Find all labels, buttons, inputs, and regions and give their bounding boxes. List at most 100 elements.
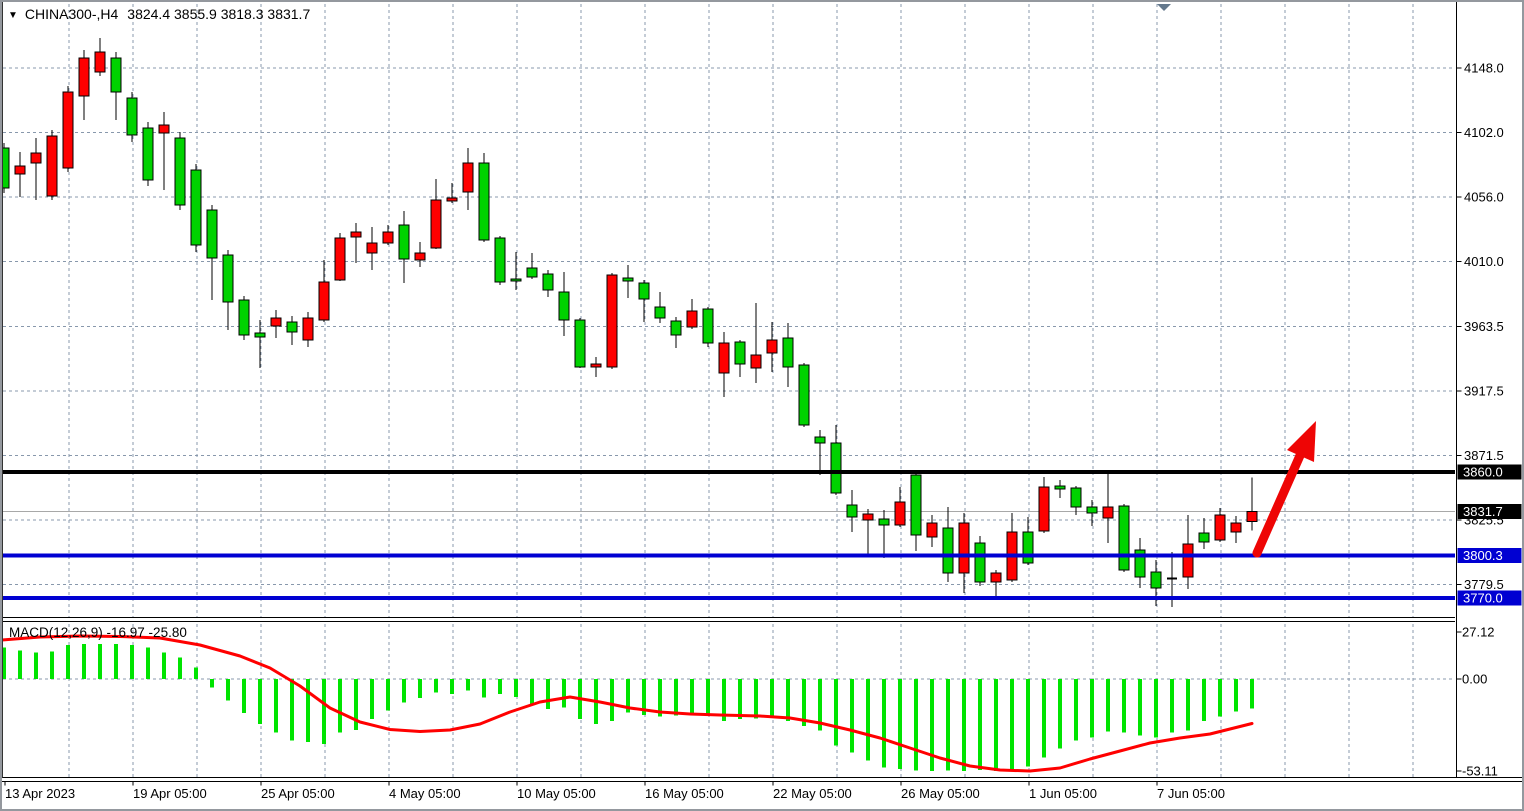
time-tick-label: 4 May 05:00: [389, 786, 461, 801]
time-axis[interactable]: 13 Apr 2023 19 Apr 05:00 25 Apr 05:00 4 May…: [4, 781, 1225, 802]
macd-tick-label: 27.12: [1462, 625, 1495, 640]
candle-body-down: [798, 364, 810, 426]
price-tick-label: 3871.5: [1464, 448, 1504, 463]
candle-body-down: [142, 127, 154, 181]
macd-histogram-bar: [1202, 679, 1206, 721]
candle: [1070, 486, 1082, 515]
candle: [1054, 480, 1066, 498]
candle-body-down: [942, 527, 954, 574]
price-tick-label: 4102.0: [1464, 125, 1504, 140]
time-tick-label: 26 May 05:00: [901, 786, 980, 801]
candle-body-up: [1182, 543, 1194, 578]
candle-body-down: [478, 162, 490, 241]
candle-body-up: [1102, 506, 1114, 519]
candle: [1086, 500, 1098, 526]
macd-histogram-bar: [1106, 679, 1110, 732]
macd-histogram-bar: [898, 679, 902, 769]
price-tick-label: 4056.0: [1464, 190, 1504, 205]
macd-histogram-bar: [1090, 679, 1094, 738]
macd-histogram-bar: [674, 679, 678, 716]
candle: [142, 122, 154, 186]
candle: [1214, 508, 1226, 542]
macd-histogram-bar: [210, 679, 214, 688]
candle: [366, 227, 378, 270]
macd-histogram-bar: [1234, 679, 1238, 712]
candle: [958, 513, 970, 593]
candle-body-up: [302, 317, 314, 341]
candle: [846, 490, 858, 532]
macd-histogram-bar: [66, 645, 70, 679]
candle: [286, 316, 298, 345]
candle-body-up: [750, 354, 762, 369]
macd-panel: [0, 634, 1254, 773]
candle: [782, 323, 794, 387]
candle: [78, 50, 90, 120]
candle: [62, 86, 74, 172]
quick-trade-dropdown-icon[interactable]: ▼: [8, 10, 18, 21]
candle: [686, 299, 698, 329]
price-tick-label: 3779.5: [1464, 577, 1504, 592]
price-axis[interactable]: 4148.0 4102.0 4056.0 4010.0 3963.5 3917.5 3871…: [1456, 61, 1522, 779]
macd-indicator-label: MACD(12,26,9) -16.97 -25.80: [9, 625, 187, 640]
candle: [446, 183, 458, 203]
candle-body-up: [414, 252, 426, 261]
macd-histogram-bar: [338, 679, 342, 733]
candle-body-up: [366, 242, 378, 254]
chart-legend: ▼ CHINA300-,H4 3824.4 3855.9 3818.3 3831.7: [8, 7, 310, 21]
candle-body-down: [830, 442, 842, 494]
candle-body-up: [446, 197, 458, 202]
candle: [750, 303, 762, 383]
time-tick-label: 7 Jun 05:00: [1157, 786, 1225, 801]
candle: [158, 112, 170, 190]
macd-tick-label: -53.11: [1462, 764, 1498, 779]
time-tick-label: 19 Apr 05:00: [133, 786, 207, 801]
candle-body-down: [174, 137, 186, 206]
candle: [670, 317, 682, 348]
price-badge: [1457, 548, 1522, 563]
candle: [270, 310, 282, 338]
candle: [862, 509, 874, 555]
time-tick-label: 22 May 05:00: [773, 786, 852, 801]
candle: [1038, 477, 1050, 533]
candle-body-up: [270, 317, 282, 327]
macd-histogram-bar: [802, 679, 806, 726]
price-badge: [1457, 464, 1522, 480]
candle: [990, 570, 1002, 600]
candle-body-up: [318, 281, 330, 321]
arrow-shaft[interactable]: [1252, 446, 1307, 558]
candle: [494, 236, 506, 285]
candle-body-up: [766, 339, 778, 354]
candle-body-up: [606, 274, 618, 368]
candle-body-up: [78, 57, 90, 97]
candle: [590, 357, 602, 377]
candle-body-down: [254, 332, 266, 338]
candle: [606, 273, 618, 369]
candle: [382, 225, 394, 245]
trend-arrow-annotation[interactable]: [1252, 421, 1316, 558]
candle-body-down: [574, 319, 586, 368]
candle-body-down: [974, 542, 986, 583]
macd-histogram-bar: [274, 679, 278, 733]
candle-body-down: [670, 320, 682, 336]
macd-histogram-bar: [1074, 679, 1078, 741]
chart-shift-marker[interactable]: [1157, 4, 1171, 11]
candle-body-up: [894, 501, 906, 526]
macd-histogram-bar: [18, 650, 22, 679]
macd-histogram-bar: [530, 679, 534, 704]
macd-histogram-bar: [994, 679, 998, 771]
macd-histogram-bar: [658, 679, 662, 717]
macd-histogram-bar: [1026, 679, 1030, 767]
candle: [542, 270, 554, 297]
macd-histogram-bar: [882, 679, 886, 768]
macd-histogram-bar: [610, 679, 614, 721]
macd-histogram-bar: [690, 679, 694, 713]
macd-histogram-bar: [482, 679, 486, 698]
macd-histogram-bar: [34, 652, 38, 679]
macd-histogram-bar: [1010, 679, 1014, 769]
macd-histogram-bar: [754, 679, 758, 719]
candle-body-down: [510, 278, 522, 282]
candle-body-up: [382, 231, 394, 244]
macd-histogram-bar: [642, 679, 646, 715]
arrow-head[interactable]: [1287, 421, 1316, 462]
